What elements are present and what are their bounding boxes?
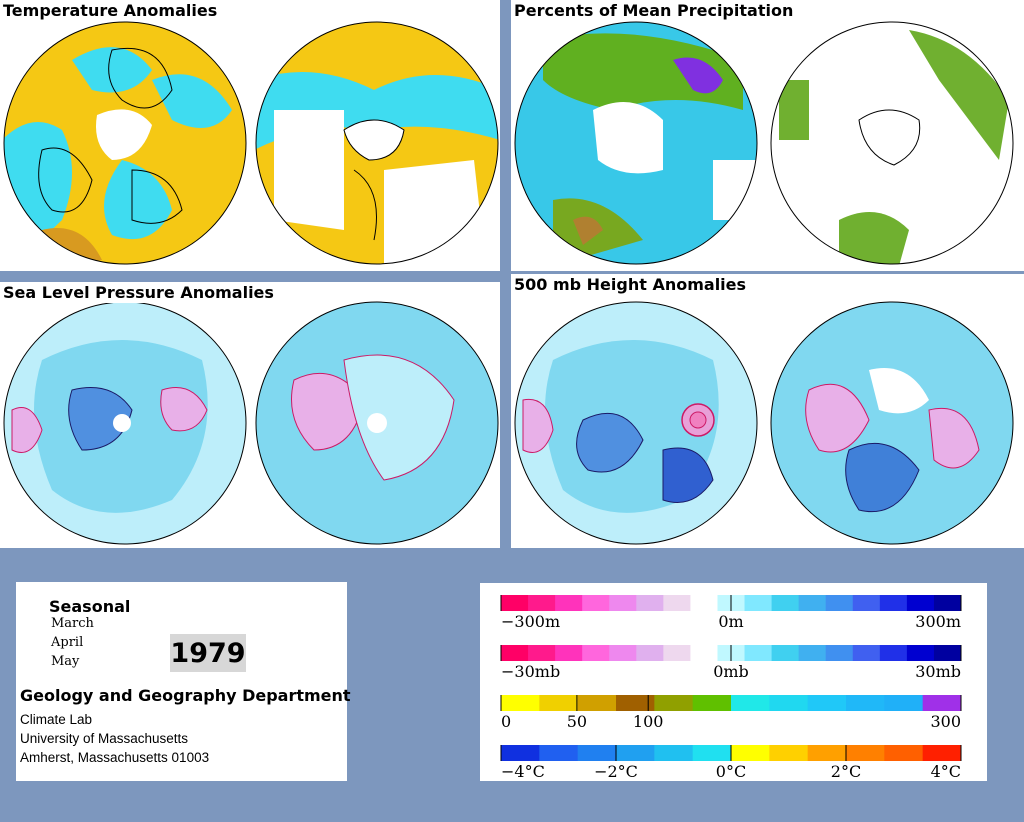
legend-swatch bbox=[654, 745, 694, 761]
legend-swatch bbox=[744, 645, 773, 661]
legend-swatch bbox=[852, 645, 881, 661]
legend-swatch bbox=[798, 595, 827, 611]
legend-swatch bbox=[692, 695, 732, 711]
legend-swatch bbox=[879, 595, 908, 611]
address-line: Climate Lab bbox=[20, 712, 93, 727]
legend-swatch bbox=[769, 745, 809, 761]
month-label: May bbox=[51, 654, 80, 669]
legend-swatch bbox=[690, 645, 718, 661]
department-name: Geology and Geography Department bbox=[20, 686, 351, 705]
legend-label: −2°C bbox=[594, 762, 638, 781]
precipitation-title: Percents of Mean Precipitation bbox=[511, 0, 798, 21]
legend-label: −30mb bbox=[501, 662, 560, 681]
legend-swatch bbox=[807, 695, 847, 711]
legend-swatch bbox=[555, 645, 583, 661]
color-scale-legend: −300m 0m 300m −30mb 0mb 30mb 0 50 100 300 −4°C −2°C… bbox=[480, 583, 987, 781]
season-label: Seasonal bbox=[49, 597, 131, 616]
legend-swatch bbox=[884, 745, 924, 761]
precipitation-south-hemisphere bbox=[769, 20, 1015, 266]
address-line: University of Massachusetts bbox=[20, 731, 189, 746]
legend-swatch bbox=[582, 645, 610, 661]
legend-swatch bbox=[771, 595, 800, 611]
temperature-south-hemisphere bbox=[254, 20, 500, 266]
legend-swatch bbox=[636, 645, 664, 661]
legend-bars: −300m 0m 300m −30mb 0mb 30mb 0 50 100 300 −4°C −2°C… bbox=[500, 595, 962, 781]
legend-swatch bbox=[807, 745, 847, 761]
legend-swatch bbox=[906, 645, 935, 661]
legend-label: 0 bbox=[501, 712, 511, 731]
legend-label: 0mb bbox=[713, 662, 749, 681]
legend-label: 0m bbox=[718, 612, 743, 631]
precipitation-north-hemisphere bbox=[513, 20, 759, 266]
legend-swatch bbox=[577, 695, 617, 711]
legend-swatch bbox=[771, 645, 800, 661]
legend-swatch bbox=[609, 595, 637, 611]
legend-swatch bbox=[690, 595, 718, 611]
legend-swatch bbox=[852, 595, 881, 611]
legend-swatch bbox=[616, 695, 655, 711]
legend-label: 0°C bbox=[716, 762, 746, 781]
sea-level-pressure-south-hemisphere bbox=[254, 300, 500, 546]
legend-swatch bbox=[731, 745, 770, 761]
height-500mb-title: 500 mb Height Anomalies bbox=[511, 274, 751, 295]
legend-swatch bbox=[663, 595, 691, 611]
legend-swatch bbox=[922, 745, 962, 761]
legend-swatch bbox=[609, 645, 637, 661]
year-badge: 1979 bbox=[170, 634, 246, 672]
sea-level-pressure-title: Sea Level Pressure Anomalies bbox=[0, 282, 278, 303]
legend-swatch bbox=[501, 745, 540, 761]
legend-swatch bbox=[582, 595, 610, 611]
legend-swatch bbox=[555, 595, 583, 611]
legend-swatch bbox=[501, 695, 540, 711]
legend-swatch bbox=[825, 595, 854, 611]
legend-swatch bbox=[501, 645, 529, 661]
legend-swatch bbox=[539, 695, 579, 711]
legend-swatch bbox=[577, 745, 617, 761]
legend-label: 300 bbox=[930, 712, 961, 731]
legend-swatch bbox=[798, 645, 827, 661]
legend-swatch bbox=[846, 745, 885, 761]
legend-swatch bbox=[906, 595, 935, 611]
address-line: Amherst, Massachusetts 01003 bbox=[20, 750, 210, 765]
legend-swatch bbox=[884, 695, 924, 711]
legend-swatch bbox=[879, 645, 908, 661]
height-500mb-panel: 500 mb Height Anomalies bbox=[511, 274, 1024, 548]
legend-swatch bbox=[846, 695, 885, 711]
temperature-title: Temperature Anomalies bbox=[0, 0, 222, 21]
precipitation-panel: Percents of Mean Precipitation bbox=[511, 0, 1024, 271]
sea-level-pressure-panel: Sea Level Pressure Anomalies bbox=[0, 282, 500, 548]
sea-level-pressure-north-hemisphere bbox=[2, 300, 248, 546]
legend-swatch bbox=[663, 645, 691, 661]
legend-label: −4°C bbox=[501, 762, 545, 781]
legend-swatch bbox=[933, 595, 962, 611]
legend-swatch bbox=[744, 595, 773, 611]
legend-label: 2°C bbox=[831, 762, 861, 781]
legend-swatch bbox=[654, 695, 694, 711]
legend-swatch bbox=[528, 645, 556, 661]
month-label: March bbox=[51, 616, 94, 631]
legend-swatch bbox=[539, 745, 579, 761]
temperature-panel: Temperature Anomalies bbox=[0, 0, 500, 271]
month-label: April bbox=[51, 635, 84, 650]
legend-label: 4°C bbox=[931, 762, 961, 781]
height-500mb-north-hemisphere bbox=[513, 300, 759, 546]
height-500mb-south-hemisphere bbox=[769, 300, 1015, 546]
legend-label: −300m bbox=[501, 612, 560, 631]
legend-swatch bbox=[922, 695, 962, 711]
legend-swatch bbox=[616, 745, 655, 761]
legend-label: 50 bbox=[567, 712, 587, 731]
legend-swatch bbox=[731, 695, 770, 711]
legend-label: 300m bbox=[915, 612, 961, 631]
info-box: Seasonal March April May 1979 Geology an… bbox=[16, 582, 351, 781]
legend-swatch bbox=[501, 595, 529, 611]
legend-swatch bbox=[769, 695, 809, 711]
legend-label: 100 bbox=[633, 712, 664, 731]
legend-swatch bbox=[692, 745, 732, 761]
legend-swatch bbox=[933, 645, 962, 661]
temperature-north-hemisphere bbox=[2, 20, 248, 266]
legend-swatch bbox=[636, 595, 664, 611]
legend-swatch bbox=[825, 645, 854, 661]
legend-swatch bbox=[528, 595, 556, 611]
legend-label: 30mb bbox=[915, 662, 961, 681]
